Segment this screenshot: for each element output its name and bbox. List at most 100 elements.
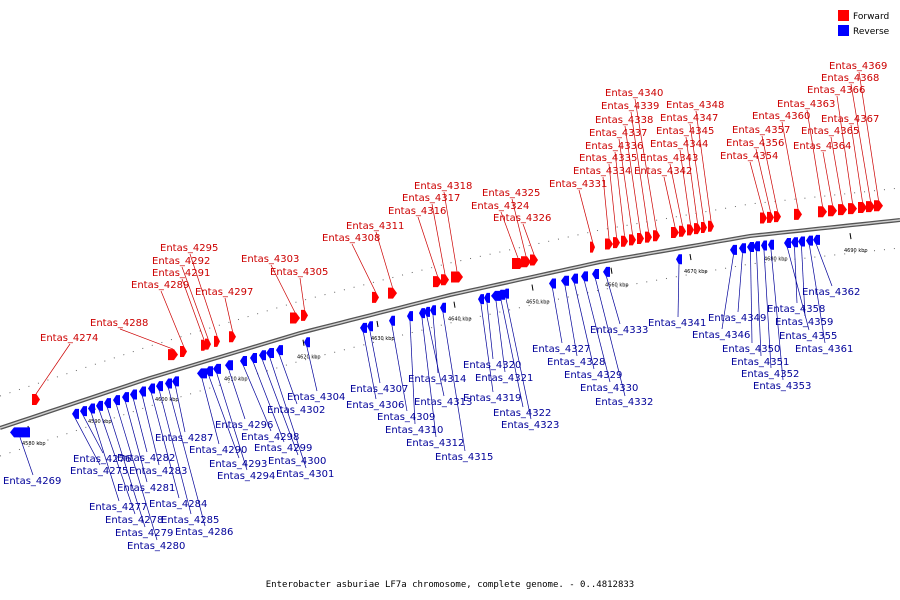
- forward-gene-label: Entas_4364: [793, 141, 851, 152]
- forward-gene-arrow: [229, 331, 236, 343]
- reverse-gene-arrow: [549, 278, 556, 289]
- reverse-gene-label: Entas_4285: [161, 515, 219, 526]
- gene-leader-line: [160, 290, 184, 347]
- gene-leader-line: [608, 163, 617, 238]
- gene-leader-line: [224, 297, 233, 332]
- gene-leader-line: [142, 396, 160, 466]
- reverse-gene-label: Entas_4309: [377, 412, 435, 423]
- forward-gene-label: Entas_4360: [752, 111, 810, 122]
- gene-leader-line: [756, 251, 762, 357]
- tick-label: 4600 kbp: [155, 397, 179, 403]
- reverse-gene-arrow: [225, 360, 233, 371]
- gene-leader-line: [495, 300, 506, 373]
- gene-leader-line: [269, 357, 307, 469]
- reverse-gene-arrow: [581, 271, 588, 282]
- tick-mark: [689, 253, 692, 261]
- forward-gene-label: Entas_4297: [195, 287, 253, 298]
- gene-leader-line: [208, 376, 240, 459]
- forward-gene-label: Entas_4356: [726, 138, 784, 149]
- reverse-gene-label: Entas_4320: [463, 360, 521, 371]
- forward-gene-arrow: [637, 232, 644, 244]
- gene-leader-line: [761, 135, 778, 212]
- reverse-gene-label: Entas_4321: [475, 373, 533, 384]
- forward-gene-label: Entas_4368: [821, 73, 879, 84]
- reverse-gene-label: Entas_4315: [435, 452, 493, 463]
- forward-gene-label: Entas_4357: [732, 125, 790, 136]
- gene-leader-line: [801, 246, 806, 317]
- gene-leader-line: [695, 110, 712, 221]
- forward-gene-arrow: [32, 394, 40, 405]
- gene-leader-line: [522, 223, 535, 255]
- gene-leader-line: [574, 283, 595, 370]
- gene-leader-line: [737, 253, 743, 313]
- gene-leader-line: [175, 386, 186, 433]
- gene-leader-line: [486, 302, 494, 360]
- reverse-gene-label: Entas_4286: [175, 527, 233, 538]
- reverse-gene-arrow: [440, 302, 446, 313]
- gene-leader-line: [624, 125, 641, 234]
- reverse-gene-arrow: [172, 376, 179, 387]
- reverse-gene-arrow: [10, 427, 30, 438]
- reverse-gene-label: Entas_4287: [155, 433, 213, 444]
- reverse-gene-arrow: [197, 368, 207, 379]
- reverse-gene-arrow: [240, 355, 247, 366]
- gene-leader-line: [442, 312, 466, 452]
- reverse-gene-arrow: [72, 408, 79, 419]
- gene-leader-line: [850, 124, 863, 203]
- reverse-gene-label: Entas_4299: [254, 443, 312, 454]
- gene-leader-line: [116, 405, 158, 541]
- gene-leader-line: [634, 98, 657, 231]
- reverse-gene-label: Entas_4358: [767, 304, 825, 315]
- forward-gene-label: Entas_4343: [640, 153, 698, 164]
- tick-label: 4640 kbp: [448, 317, 472, 323]
- reverse-gene-label: Entas_4294: [217, 471, 275, 482]
- gene-leader-line: [159, 391, 192, 515]
- reverse-gene-arrow: [497, 289, 505, 300]
- gene-leader-line: [253, 362, 285, 443]
- forward-gene-label: Entas_4336: [585, 141, 643, 152]
- gene-leader-line: [552, 288, 563, 344]
- gene-leader-line: [480, 304, 494, 393]
- forward-gene-arrow: [372, 291, 379, 303]
- gene-leader-line: [505, 298, 532, 420]
- forward-gene-arrow: [794, 208, 802, 220]
- forward-gene-arrow: [679, 225, 686, 237]
- reverse-gene-arrow: [791, 237, 798, 248]
- reverse-gene-label: Entas_4307: [350, 384, 408, 395]
- gene-leader-line: [363, 332, 377, 400]
- gene-leader-line: [417, 216, 438, 277]
- gene-leader-line: [75, 418, 101, 466]
- reverse-gene-arrow: [407, 311, 413, 322]
- reverse-gene-arrow: [250, 352, 257, 363]
- gene-leader-line: [431, 203, 446, 275]
- forward-gene-arrow: [205, 338, 211, 350]
- gene-leader-line: [669, 163, 683, 226]
- axis-highlight: [0, 219, 900, 429]
- reverse-gene-label: Entas_4293: [209, 459, 267, 470]
- forward-gene-arrow: [180, 345, 187, 357]
- tick-mark: [531, 284, 534, 291]
- reverse-gene-label: Entas_4282: [117, 453, 175, 464]
- forward-gene-label: Entas_4311: [346, 221, 404, 232]
- gene-leader-line: [19, 437, 34, 476]
- gene-leader-line: [83, 416, 104, 454]
- forward-gene-label: Entas_4305: [270, 267, 328, 278]
- gene-leader-line: [630, 111, 649, 232]
- forward-gene-arrow: [301, 309, 308, 321]
- forward-gene-label: Entas_4303: [241, 254, 299, 265]
- reverse-gene-label: Entas_4278: [105, 515, 163, 526]
- gene-leader-line: [822, 151, 833, 206]
- reverse-gene-label: Entas_4314: [408, 374, 466, 385]
- reverse-gene-label: Entas_4361: [795, 344, 853, 355]
- gene-leader-line: [564, 285, 578, 357]
- gene-leader-line: [500, 211, 519, 259]
- gene-leader-line: [228, 370, 246, 420]
- reverse-gene-arrow: [561, 275, 569, 286]
- reverse-gene-arrow: [571, 273, 578, 284]
- forward-gene-label: Entas_4367: [821, 114, 879, 125]
- reverse-gene-label: Entas_4310: [385, 425, 443, 436]
- forward-gene-label: Entas_4344: [650, 139, 708, 150]
- forward-gene-label: Entas_4324: [471, 201, 529, 212]
- reverse-gene-label: Entas_4298: [241, 432, 299, 443]
- tick-label: 4660 kbp: [605, 283, 629, 289]
